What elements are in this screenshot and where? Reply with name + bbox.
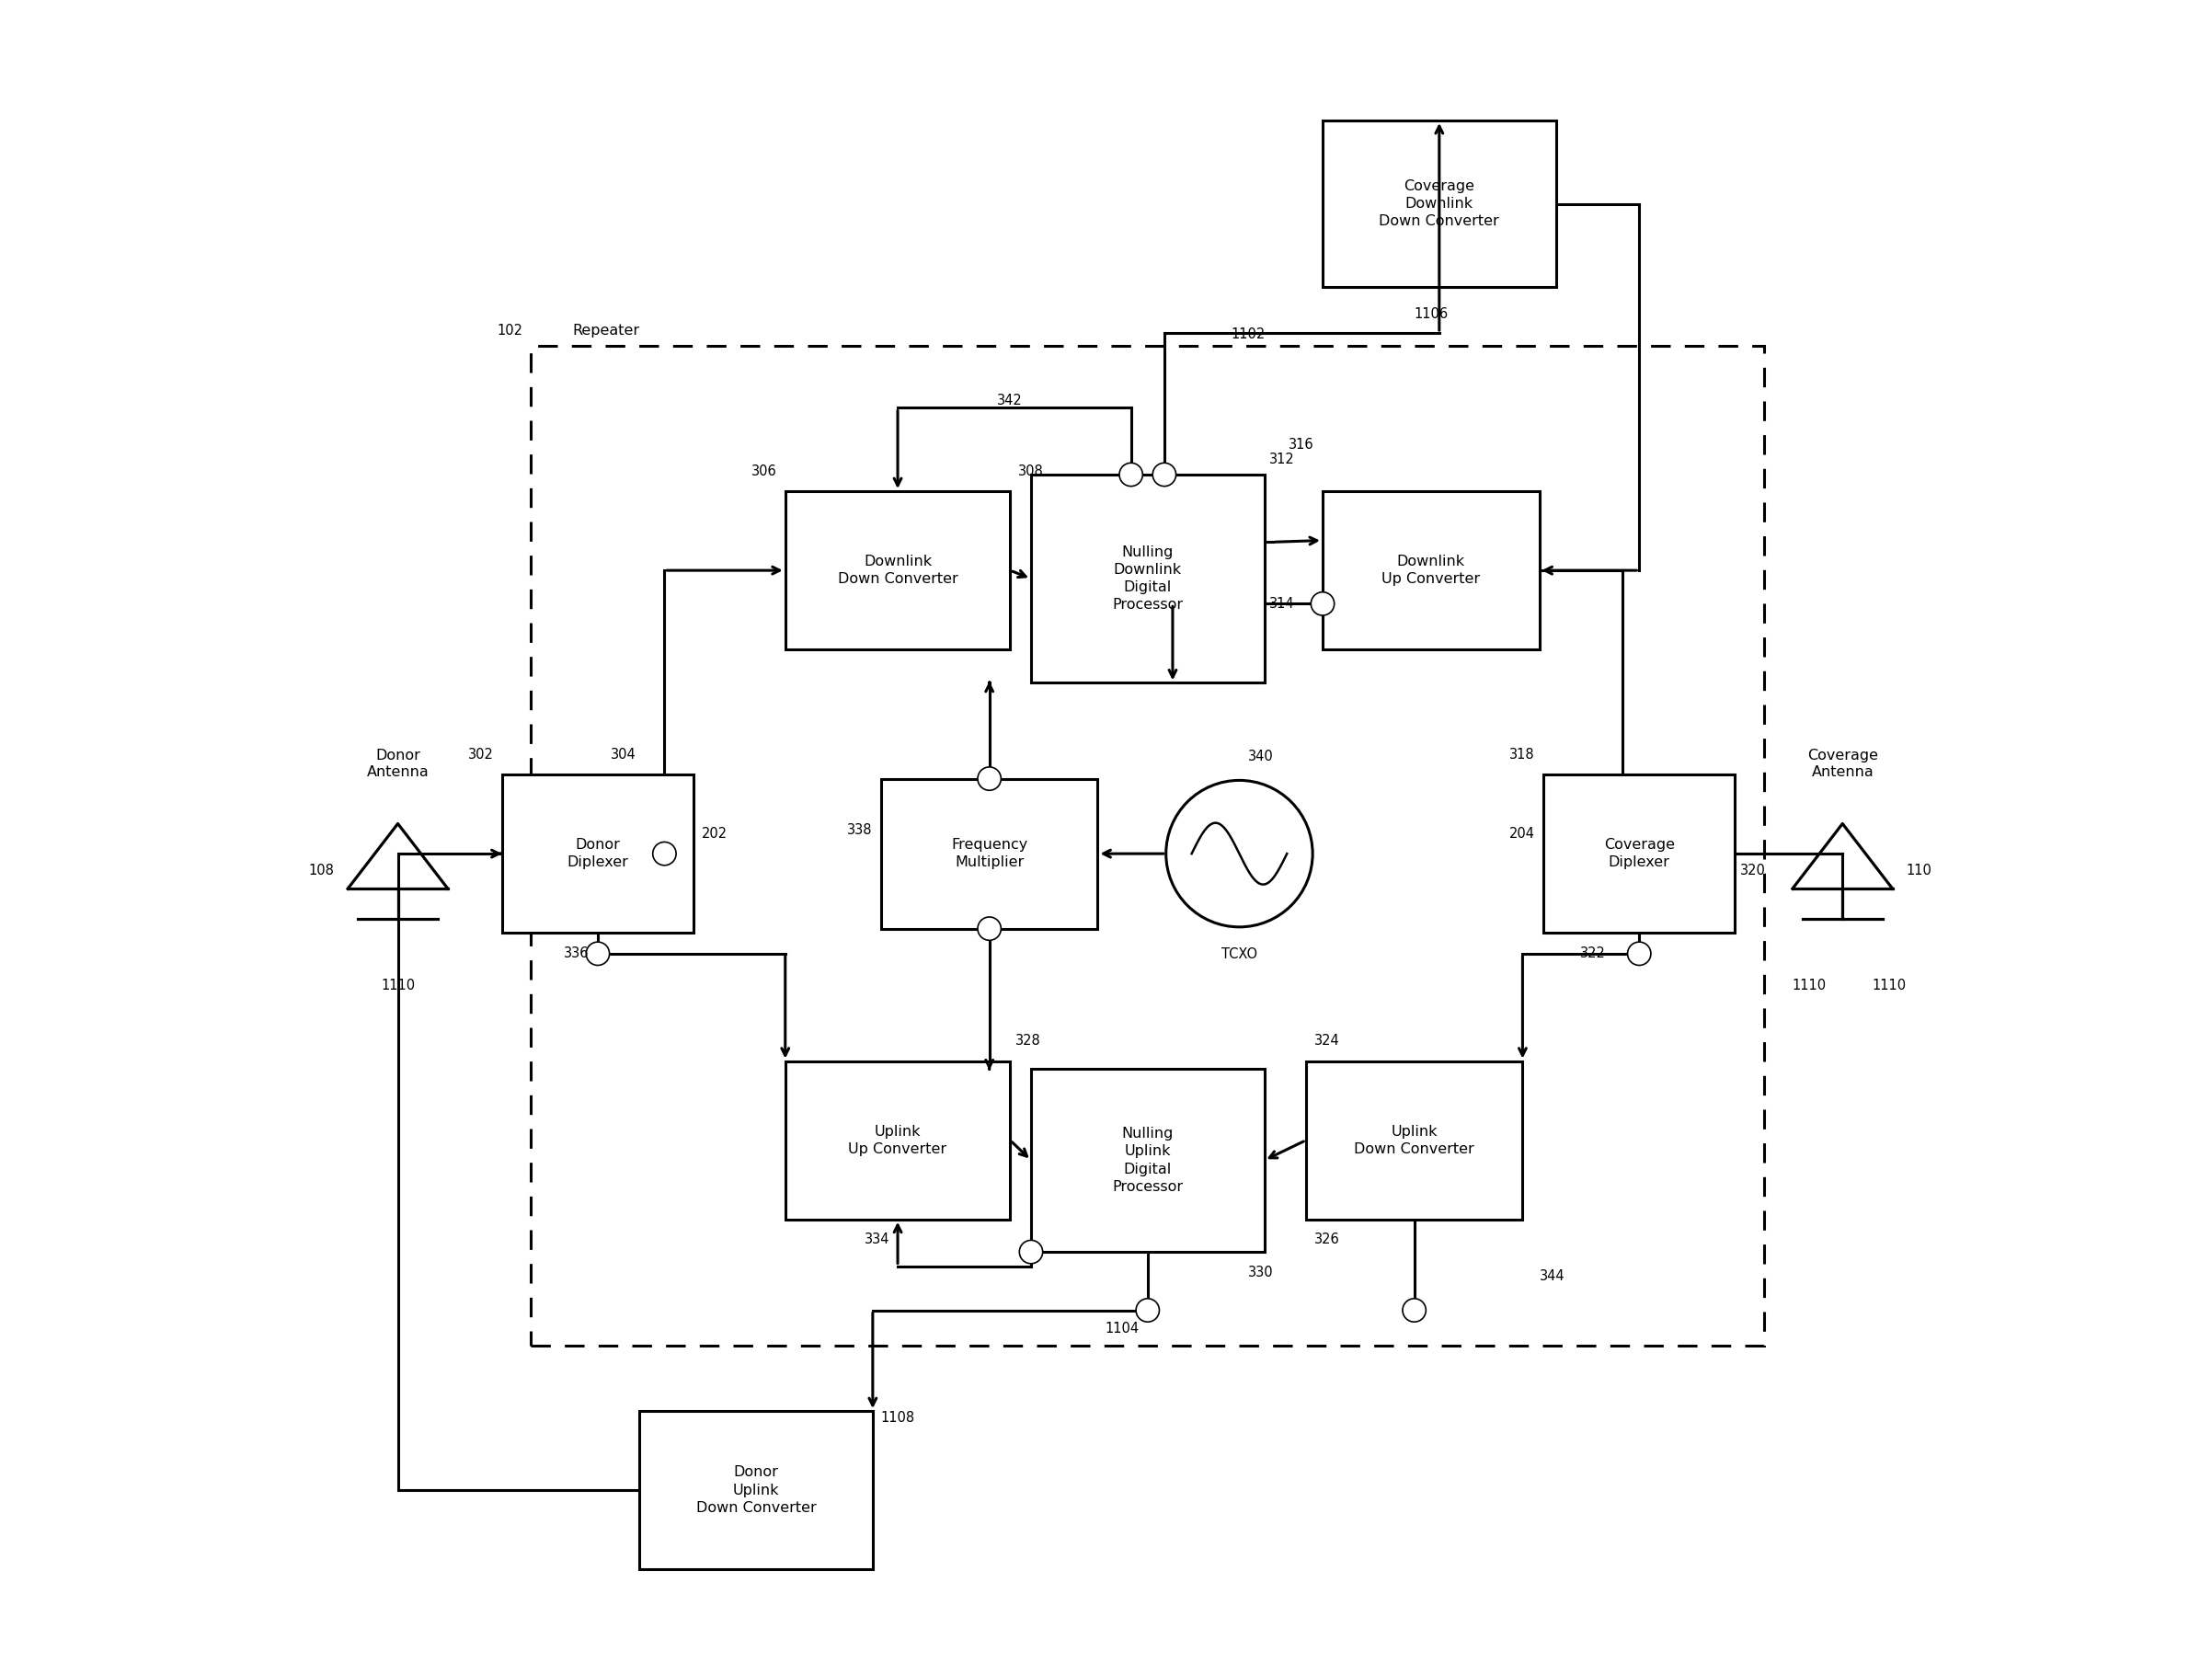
Circle shape <box>586 942 611 966</box>
Text: Nulling
Uplink
Digital
Processor: Nulling Uplink Digital Processor <box>1113 1127 1183 1194</box>
Text: 322: 322 <box>1579 946 1606 959</box>
Text: 1102: 1102 <box>1230 328 1265 341</box>
Circle shape <box>1119 464 1144 485</box>
Text: 312: 312 <box>1270 452 1294 467</box>
Circle shape <box>1312 593 1334 616</box>
Text: 1108: 1108 <box>880 1411 916 1425</box>
Text: 110: 110 <box>1907 864 1931 877</box>
Text: 1106: 1106 <box>1413 306 1449 321</box>
Text: Uplink
Up Converter: Uplink Up Converter <box>849 1125 947 1157</box>
Text: Repeater: Repeater <box>573 323 639 336</box>
Text: 344: 344 <box>1540 1269 1564 1284</box>
FancyBboxPatch shape <box>502 775 695 932</box>
Circle shape <box>978 767 1002 790</box>
Text: 202: 202 <box>701 827 728 840</box>
Text: 342: 342 <box>998 393 1022 408</box>
Circle shape <box>653 842 677 865</box>
Text: Coverage
Diplexer: Coverage Diplexer <box>1604 839 1674 869</box>
Text: Donor
Diplexer: Donor Diplexer <box>566 839 628 869</box>
Text: 326: 326 <box>1314 1232 1340 1247</box>
Text: 314: 314 <box>1270 598 1294 611</box>
FancyBboxPatch shape <box>1323 121 1555 288</box>
Circle shape <box>1137 1299 1159 1322</box>
Text: Donor
Antenna: Donor Antenna <box>367 748 429 778</box>
Circle shape <box>1628 942 1650 966</box>
Text: 328: 328 <box>1015 1035 1040 1048</box>
Text: Frequency
Multiplier: Frequency Multiplier <box>951 839 1029 869</box>
Text: 338: 338 <box>847 824 874 837</box>
FancyBboxPatch shape <box>1031 474 1265 683</box>
Text: Uplink
Down Converter: Uplink Down Converter <box>1354 1125 1475 1157</box>
Text: Nulling
Downlink
Digital
Processor: Nulling Downlink Digital Processor <box>1113 546 1183 613</box>
Text: 306: 306 <box>752 464 776 477</box>
Text: 316: 316 <box>1290 437 1314 452</box>
Circle shape <box>1402 1299 1427 1322</box>
FancyBboxPatch shape <box>880 778 1097 929</box>
Text: 334: 334 <box>865 1232 889 1247</box>
Text: TCXO: TCXO <box>1221 947 1256 961</box>
Text: 1110: 1110 <box>380 979 416 993</box>
Text: 318: 318 <box>1509 747 1535 762</box>
Circle shape <box>1152 464 1177 485</box>
Text: 320: 320 <box>1741 864 1765 877</box>
FancyBboxPatch shape <box>785 490 1011 650</box>
Text: 1104: 1104 <box>1106 1322 1139 1336</box>
Text: 324: 324 <box>1314 1035 1340 1048</box>
FancyBboxPatch shape <box>639 1411 874 1569</box>
Text: Downlink
Down Converter: Downlink Down Converter <box>838 554 958 586</box>
Text: Downlink
Up Converter: Downlink Up Converter <box>1382 554 1480 586</box>
FancyBboxPatch shape <box>785 1061 1011 1219</box>
FancyBboxPatch shape <box>1323 490 1540 650</box>
Text: 1110: 1110 <box>1792 979 1825 993</box>
Text: 108: 108 <box>310 864 334 877</box>
Text: 1110: 1110 <box>1874 979 1907 993</box>
Text: Donor
Uplink
Down Converter: Donor Uplink Down Converter <box>697 1466 816 1515</box>
FancyBboxPatch shape <box>1305 1061 1522 1219</box>
Bar <box>531 345 1765 1346</box>
FancyBboxPatch shape <box>1031 1068 1265 1252</box>
Text: 204: 204 <box>1509 827 1535 840</box>
Text: 102: 102 <box>498 323 522 336</box>
Text: 340: 340 <box>1248 750 1274 763</box>
Text: Coverage
Downlink
Down Converter: Coverage Downlink Down Converter <box>1378 179 1500 228</box>
Circle shape <box>1166 780 1312 927</box>
Circle shape <box>978 917 1002 941</box>
Text: 336: 336 <box>564 946 588 959</box>
Text: Coverage
Antenna: Coverage Antenna <box>1807 748 1878 778</box>
Text: 304: 304 <box>611 747 637 762</box>
Text: 302: 302 <box>469 747 493 762</box>
FancyBboxPatch shape <box>1544 775 1734 932</box>
Text: 330: 330 <box>1248 1266 1274 1279</box>
Circle shape <box>1020 1240 1042 1264</box>
Text: 308: 308 <box>1018 464 1044 477</box>
